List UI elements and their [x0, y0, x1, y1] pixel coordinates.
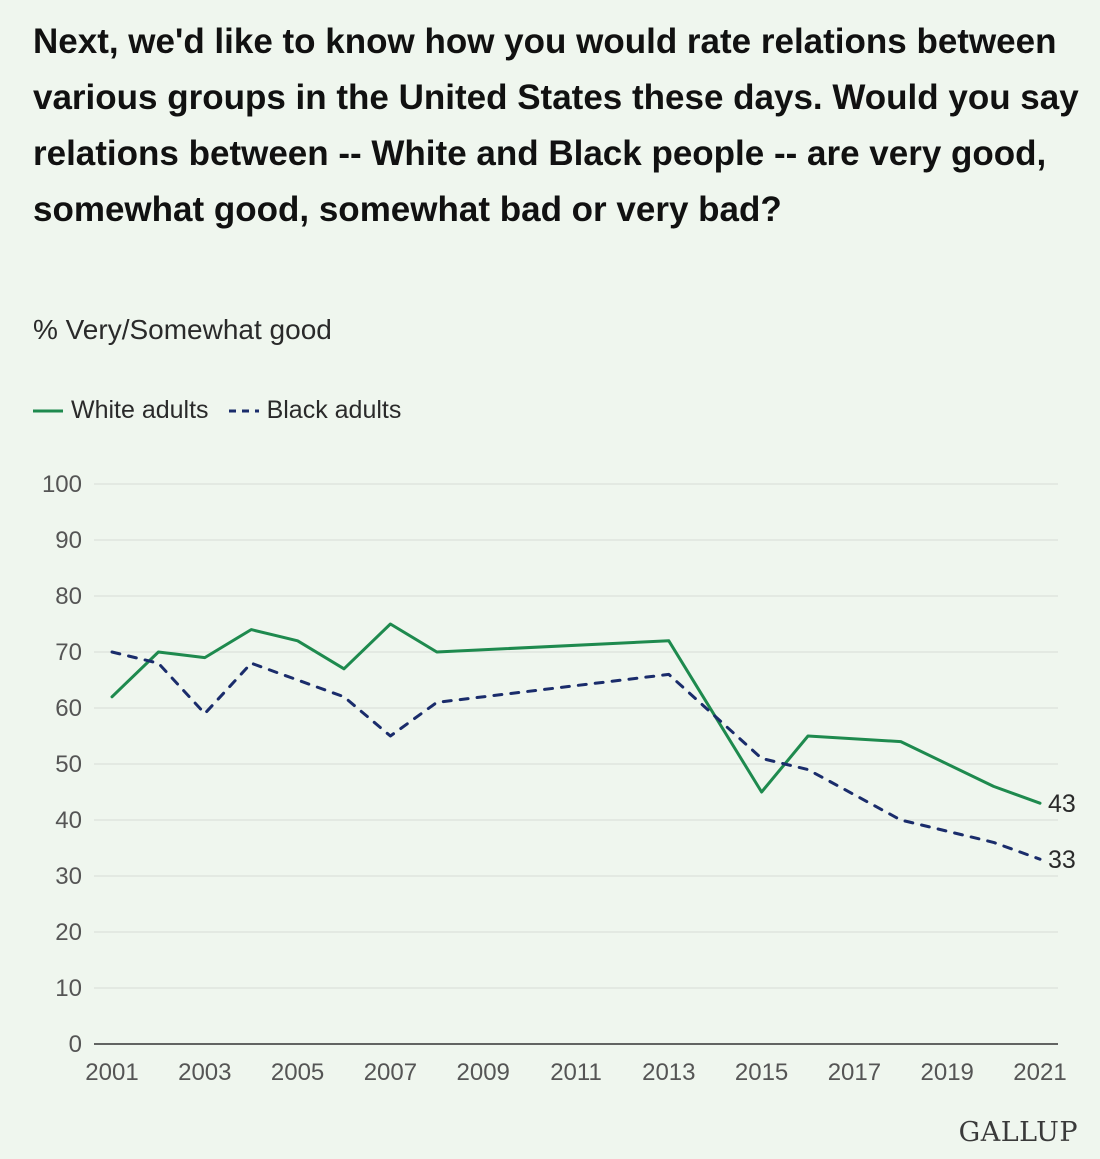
x-tick-label-2003: 2003: [178, 1059, 231, 1086]
x-tick-label-2019: 2019: [921, 1059, 974, 1086]
series-line-white: [110, 622, 1042, 805]
y-tick-label-80: 80: [55, 583, 82, 610]
legend-item-black: Black adults: [228, 396, 402, 425]
series-line-black: [110, 650, 1042, 861]
x-tick-label-2007: 2007: [364, 1059, 417, 1086]
line-chart: 0 10 20 30 40 50 60 70 80 90 100 2001 2003 2005 2007 20…: [42, 471, 1076, 1086]
legend-label-black: Black adults: [266, 396, 402, 424]
y-tick-label-60: 60: [55, 695, 82, 722]
legend-swatch-white: [33, 409, 63, 412]
y-tick-label-90: 90: [55, 527, 82, 554]
x-tick-label-2009: 2009: [457, 1059, 510, 1086]
end-label-black: 33: [1048, 846, 1076, 874]
legend: White adults Black adults: [33, 396, 421, 425]
y-tick-label-70: 70: [55, 639, 82, 666]
y-tick-label-0: 0: [69, 1031, 82, 1058]
y-tick-label-20: 20: [55, 919, 82, 946]
x-tick-label-2015: 2015: [735, 1059, 788, 1086]
x-tick-label-2021: 2021: [1013, 1059, 1066, 1086]
x-tick-label-2005: 2005: [271, 1059, 324, 1086]
y-tick-label-40: 40: [55, 807, 82, 834]
chart-title: Next, we'd like to know how you would ra…: [33, 22, 1079, 229]
gallup-logo: GALLUP: [958, 1117, 1078, 1148]
x-tick-label-2013: 2013: [642, 1059, 695, 1086]
end-label-white: 43: [1048, 790, 1076, 818]
x-tick-label-2001: 2001: [85, 1059, 138, 1086]
x-tick-label-2011: 2011: [550, 1059, 602, 1086]
chart-subtitle: % Very/Somewhat good: [33, 314, 332, 345]
y-tick-label-100: 100: [42, 471, 82, 498]
legend-swatch-black: [228, 409, 259, 412]
y-tick-label-30: 30: [55, 863, 82, 890]
legend-label-white: White adults: [71, 396, 209, 424]
x-tick-label-2017: 2017: [828, 1059, 881, 1086]
y-tick-label-50: 50: [55, 751, 82, 778]
y-tick-label-10: 10: [55, 975, 82, 1002]
legend-item-white: White adults: [33, 396, 209, 425]
